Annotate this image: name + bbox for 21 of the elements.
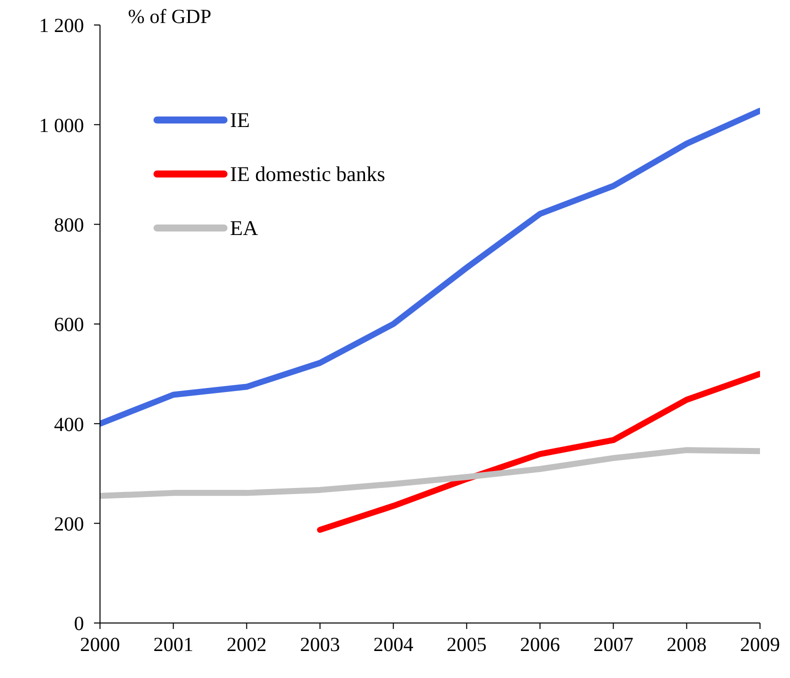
x-tick-label: 2002 — [226, 634, 267, 656]
y-axis-title: % of GDP — [128, 6, 212, 29]
y-tick-label: 200 — [54, 513, 84, 536]
y-tick-label: 1 200 — [39, 15, 84, 38]
x-tick-label: 2001 — [153, 634, 194, 656]
x-tick-label: 2003 — [300, 634, 340, 656]
x-tick-label: 2005 — [446, 634, 487, 656]
y-tick-label: 800 — [54, 214, 84, 236]
y-tick-label: 600 — [54, 314, 84, 336]
x-tick-label: 2007 — [593, 634, 634, 656]
legend-label: IE — [230, 108, 250, 132]
y-tick-label: 400 — [54, 414, 84, 436]
y-tick-label: 0 — [74, 613, 84, 636]
x-tick-label: 2006 — [520, 634, 560, 656]
x-tick-label: 2000 — [80, 634, 120, 656]
legend-label: EA — [230, 216, 258, 240]
x-tick-label: 2008 — [666, 634, 707, 656]
x-tick-label: 2009 — [740, 634, 780, 656]
y-tick-label: 1 000 — [39, 114, 84, 137]
x-tick-label: 2004 — [373, 634, 414, 656]
legend-label: IE domestic banks — [230, 162, 386, 186]
